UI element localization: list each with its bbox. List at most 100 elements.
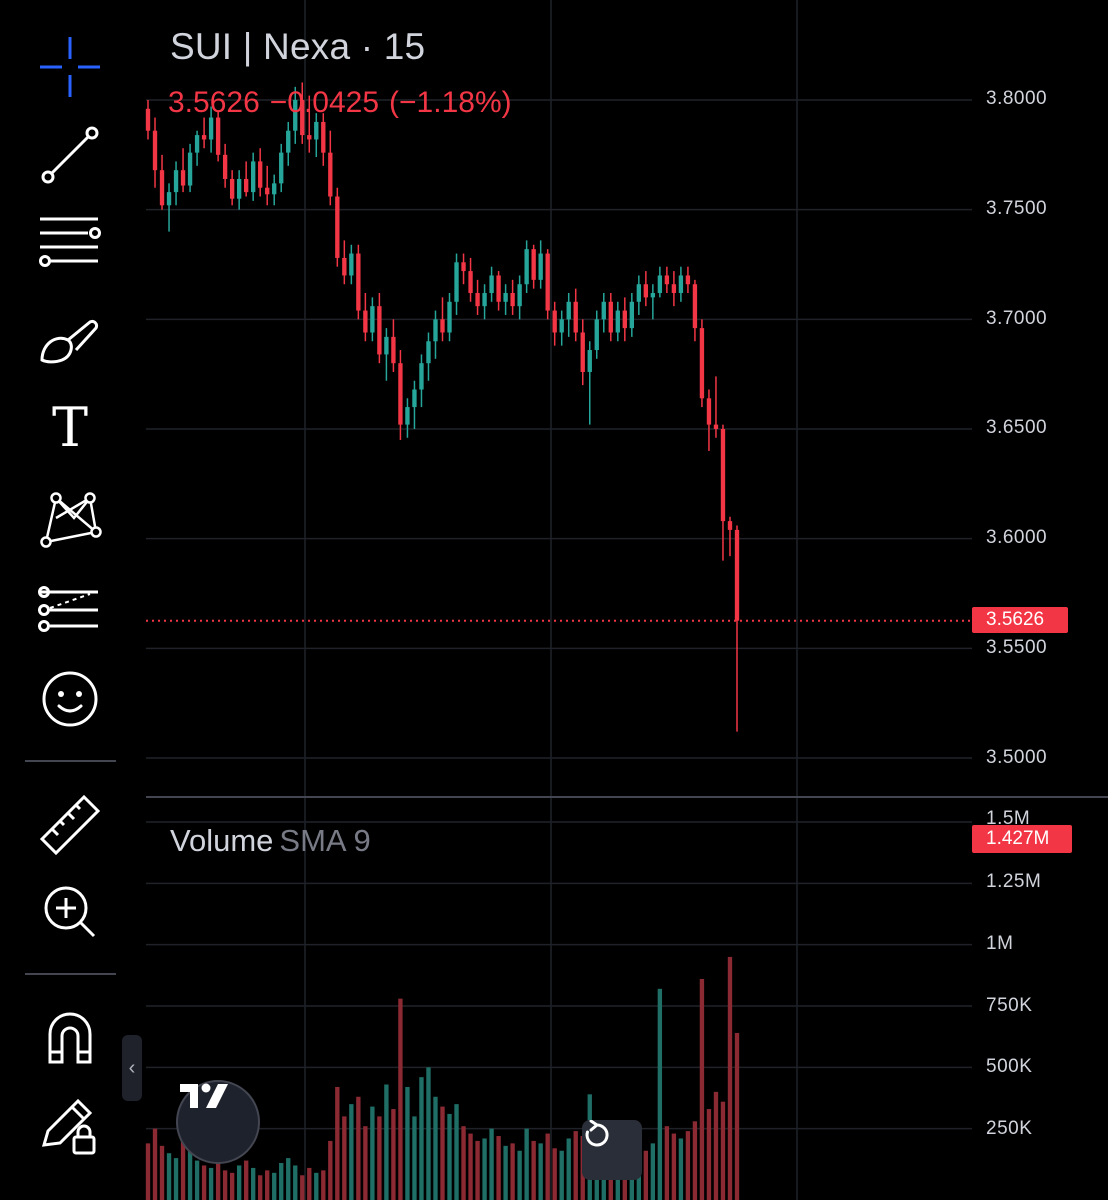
volume-bar	[314, 1172, 319, 1200]
candle-body	[447, 301, 452, 333]
candle-body	[187, 152, 193, 186]
candle-body	[622, 310, 627, 329]
candle-body	[440, 319, 445, 333]
trend-line-icon	[41, 126, 99, 184]
candle-body	[545, 253, 550, 311]
candle-body	[194, 135, 200, 153]
price-axis-label: 3.5000	[986, 747, 1048, 768]
collapse-toolbar-button[interactable]: ‹	[122, 1035, 142, 1101]
brush-tool[interactable]	[20, 305, 120, 375]
volume-bar	[166, 1153, 172, 1200]
fib-tool[interactable]	[20, 210, 120, 280]
volume-axis-label: 500K	[986, 1056, 1033, 1077]
toolbar-divider	[25, 973, 116, 975]
volume-bar	[208, 1167, 214, 1200]
candle-body	[258, 161, 263, 188]
candle-body	[279, 152, 284, 184]
candle-body	[461, 262, 466, 272]
candle-body	[272, 183, 277, 195]
volume-bar	[251, 1167, 256, 1200]
candle-body	[314, 121, 319, 140]
candle-body	[236, 178, 242, 199]
candle-body	[405, 407, 410, 425]
candle-body	[496, 275, 501, 302]
pattern-tool[interactable]	[20, 483, 120, 553]
candle-body	[636, 284, 642, 302]
crosshair-tool[interactable]	[20, 32, 120, 102]
candle-body	[356, 253, 361, 311]
trend-line-tool[interactable]	[20, 120, 120, 190]
volume-bar	[201, 1165, 207, 1200]
candle-body	[180, 170, 186, 186]
candle-body	[664, 275, 670, 285]
candle-body	[573, 301, 578, 333]
candle-body	[706, 398, 712, 425]
price-axis-label: 3.7500	[986, 198, 1048, 219]
candle-body	[566, 301, 571, 320]
candle-body	[222, 154, 228, 179]
tradingview-logo-button[interactable]	[176, 1080, 260, 1164]
candle-body	[608, 301, 613, 333]
volume-bar	[538, 1143, 543, 1200]
volume-bar	[468, 1133, 473, 1200]
candle-body	[468, 271, 473, 294]
candle-body	[713, 424, 719, 429]
candle-body	[517, 284, 522, 307]
candle-body	[657, 275, 663, 294]
volume-bar	[706, 1109, 712, 1200]
volume-bar	[286, 1158, 291, 1200]
volume-bar	[335, 1086, 340, 1200]
volume-bar	[265, 1170, 270, 1200]
candle-body	[286, 130, 291, 153]
volume-bar	[180, 1136, 186, 1200]
volume-bar	[243, 1160, 249, 1200]
emoji-tool[interactable]	[20, 664, 120, 734]
candle-body	[342, 257, 347, 276]
volume-bar	[503, 1145, 508, 1200]
crosshair-icon	[40, 37, 100, 97]
volume-bar	[272, 1172, 277, 1200]
volume-bar	[194, 1160, 200, 1200]
volume-bar	[426, 1067, 431, 1200]
price-axis-label: 3.6500	[986, 417, 1048, 438]
candle-body	[328, 152, 333, 197]
candle-body	[166, 192, 172, 206]
candle-body	[692, 284, 698, 329]
volume-bar	[349, 1104, 354, 1200]
prediction-tool[interactable]	[20, 575, 120, 645]
volume-bar	[215, 1163, 221, 1200]
volume-bar	[145, 1143, 151, 1200]
volume-bar	[678, 1138, 684, 1200]
text-tool[interactable]: T	[20, 392, 120, 462]
candle-body	[538, 253, 543, 280]
candle-body	[629, 301, 634, 329]
magnet-tool[interactable]	[20, 1003, 120, 1073]
measure-tool[interactable]	[20, 790, 120, 860]
candle-body	[349, 253, 354, 276]
volume-bar	[447, 1113, 452, 1200]
volume-title: Volume	[170, 823, 274, 858]
volume-bar	[545, 1133, 550, 1200]
lock-drawings-tool[interactable]	[20, 1092, 120, 1162]
volume-bar	[412, 1116, 417, 1200]
symbol-title[interactable]: SUI | Nexa · 15	[170, 26, 426, 67]
candle-body	[384, 336, 389, 355]
candle-body	[482, 293, 487, 307]
zoom-tool[interactable]	[20, 877, 120, 947]
volume-bar	[377, 1116, 382, 1200]
reset-chart-button[interactable]	[582, 1120, 642, 1180]
candle-body	[433, 319, 438, 342]
candle-body	[699, 328, 705, 399]
volume-bar	[699, 979, 705, 1200]
volume-bar	[496, 1136, 501, 1200]
volume-bar	[433, 1096, 438, 1200]
volume-bar	[734, 1032, 740, 1200]
volume-bar	[293, 1165, 298, 1200]
candle-body	[524, 249, 529, 285]
volume-bar	[187, 1148, 193, 1200]
volume-legend[interactable]: Volume SMA 9	[170, 823, 371, 859]
candle-body	[727, 521, 733, 530]
toolbar-divider	[25, 760, 116, 762]
